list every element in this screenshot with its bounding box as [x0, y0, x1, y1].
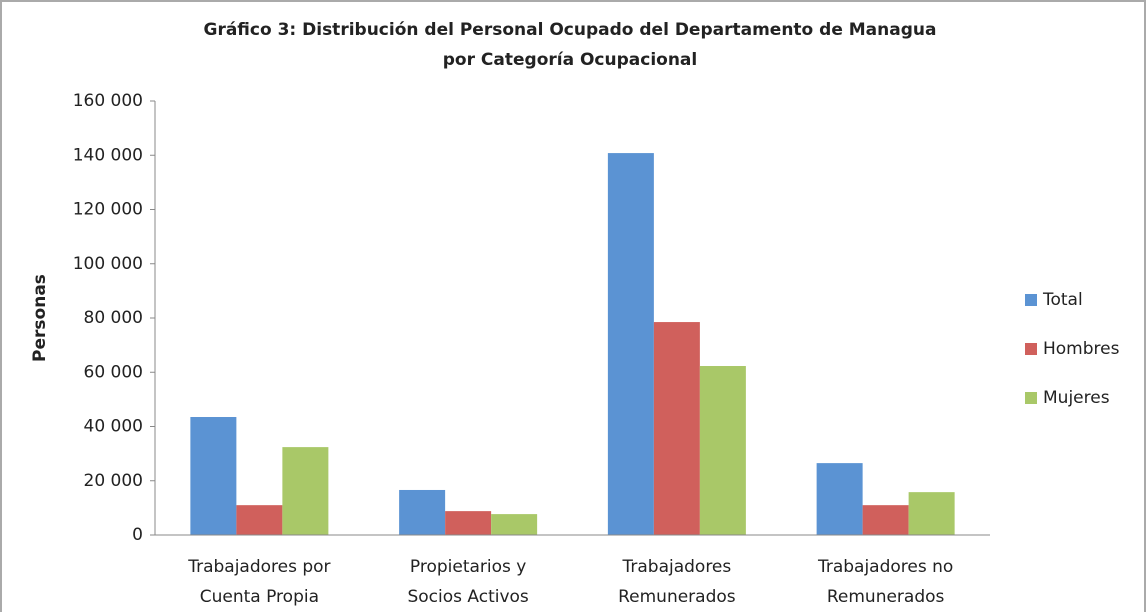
y-tick-label: 100 000	[73, 254, 143, 274]
legend-swatch	[1025, 294, 1037, 306]
x-tick-label: Propietarios y	[410, 557, 526, 577]
y-tick-label: 140 000	[73, 145, 143, 165]
chart-title: Gráfico 3: Distribución del Personal Ocu…	[204, 20, 937, 40]
y-tick-label: 0	[132, 525, 143, 545]
x-tick-label: Trabajadores no	[817, 557, 953, 577]
y-tick-label: 120 000	[73, 200, 143, 220]
legend-swatch	[1025, 343, 1037, 355]
bar	[491, 514, 538, 535]
bar	[607, 153, 654, 535]
bar	[653, 322, 700, 535]
x-tick-label: Socios Activos	[407, 587, 528, 607]
x-tick-label: Trabajadores por	[187, 557, 330, 577]
y-tick-label: 20 000	[84, 471, 143, 491]
x-tick-label: Remunerados	[827, 587, 945, 607]
y-axis-label: Personas	[30, 274, 50, 362]
y-tick-label: 60 000	[84, 362, 143, 382]
bar	[282, 447, 329, 535]
bar	[862, 505, 909, 535]
chart-title: por Categoría Ocupacional	[443, 50, 697, 70]
bar	[190, 417, 237, 535]
bar	[699, 366, 746, 535]
legend-swatch	[1025, 392, 1037, 404]
x-tick-label: Remunerados	[618, 587, 736, 607]
legend-label: Hombres	[1043, 339, 1120, 359]
bar	[399, 489, 446, 535]
x-tick-label: Trabajadores	[621, 557, 731, 577]
x-tick-label: Cuenta Propia	[200, 587, 319, 607]
legend-label: Total	[1042, 290, 1083, 310]
bar	[236, 505, 283, 535]
bar	[908, 492, 955, 535]
y-tick-label: 80 000	[84, 308, 143, 328]
legend-label: Mujeres	[1043, 388, 1110, 408]
y-tick-label: 160 000	[73, 91, 143, 111]
bar	[445, 511, 492, 535]
bar	[816, 463, 863, 535]
y-tick-label: 40 000	[84, 417, 143, 437]
